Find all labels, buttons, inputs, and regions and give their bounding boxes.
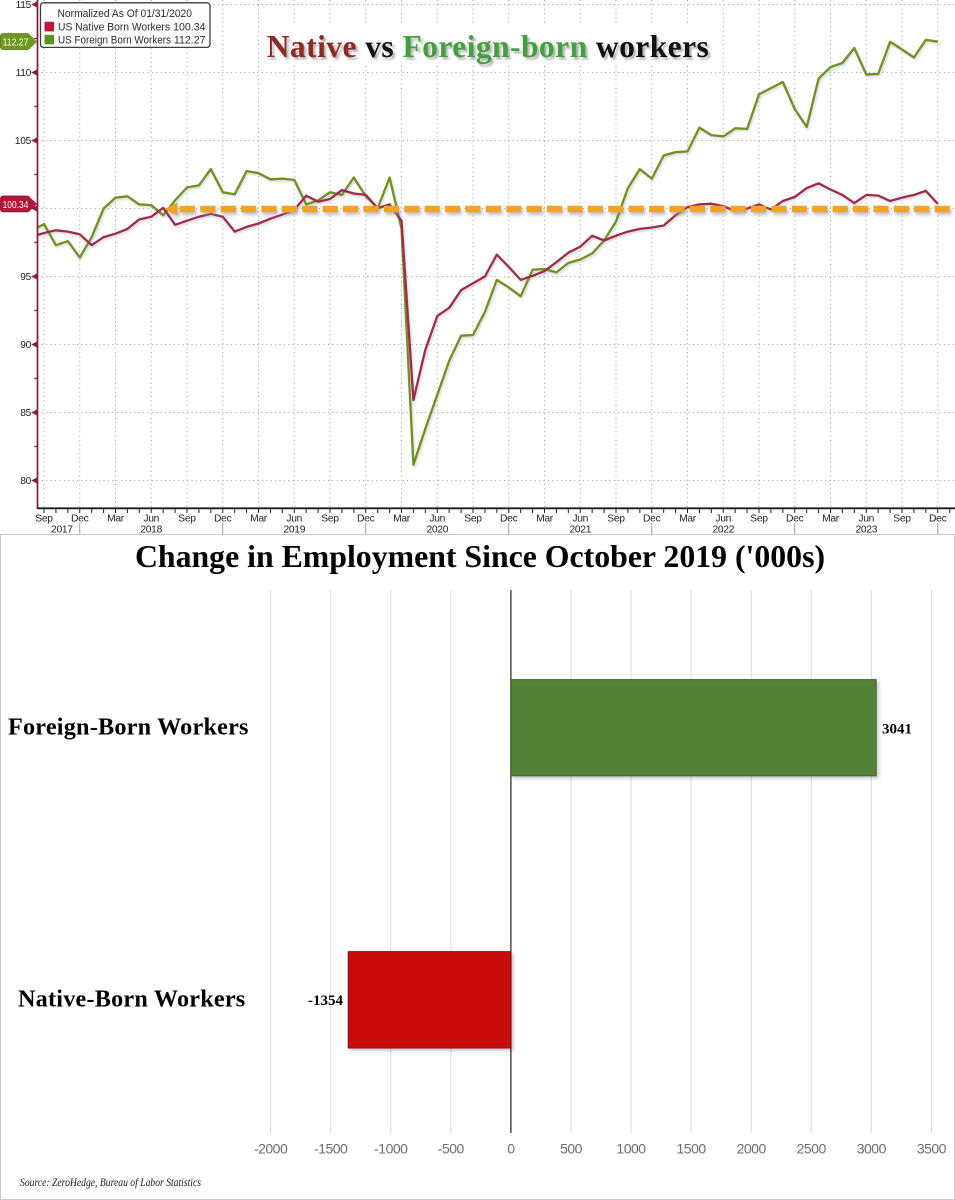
svg-text:1000: 1000	[616, 1141, 646, 1157]
svg-text:Jun: Jun	[143, 514, 159, 525]
svg-text:Jun: Jun	[572, 514, 588, 525]
svg-text:Sep: Sep	[321, 514, 339, 525]
svg-text:115: 115	[16, 0, 32, 11]
svg-text:Normalized As Of 01/31/2020: Normalized As Of 01/31/2020	[58, 8, 193, 20]
svg-text:Foreign-Born Workers: Foreign-Born Workers	[8, 714, 249, 741]
svg-text:Mar: Mar	[393, 514, 411, 525]
svg-text:2020: 2020	[426, 525, 448, 536]
svg-text:85: 85	[20, 408, 31, 419]
svg-text:Mar: Mar	[822, 514, 840, 525]
svg-text:Jun: Jun	[858, 514, 874, 525]
svg-text:3000: 3000	[857, 1141, 887, 1157]
svg-text:Dec: Dec	[786, 514, 804, 525]
svg-text:Sep: Sep	[893, 514, 911, 525]
svg-text:Jun: Jun	[715, 514, 731, 525]
svg-text:-1500: -1500	[314, 1141, 348, 1157]
svg-text:Native vs Foreign-born workers: Native vs Foreign-born workers	[269, 31, 712, 66]
svg-text:Mar: Mar	[107, 514, 125, 525]
svg-text:2500: 2500	[797, 1141, 827, 1157]
svg-text:Mar: Mar	[250, 514, 268, 525]
svg-text:Change in Employment Since Oct: Change in Employment Since October 2019 …	[135, 539, 825, 574]
svg-text:80: 80	[20, 476, 31, 487]
svg-text:Sep: Sep	[607, 514, 625, 525]
svg-text:112.27: 112.27	[3, 37, 29, 48]
svg-text:Dec: Dec	[357, 514, 375, 525]
svg-text:Sep: Sep	[464, 514, 482, 525]
svg-text:2023: 2023	[855, 525, 877, 536]
svg-text:Sep: Sep	[750, 514, 768, 525]
svg-text:100.34: 100.34	[173, 21, 206, 33]
svg-text:Native-Born Workers: Native-Born Workers	[18, 986, 245, 1013]
svg-text:100.34: 100.34	[3, 200, 29, 211]
svg-text:Native vs Foreign-born workers: Native vs Foreign-born workers	[267, 29, 710, 64]
svg-text:110: 110	[16, 68, 32, 79]
svg-text:US Foreign Born Workers: US Foreign Born Workers	[58, 34, 171, 46]
svg-text:3500: 3500	[917, 1141, 947, 1157]
svg-text:Dec: Dec	[643, 514, 661, 525]
svg-text:Source: ZeroHedge, Bureau of L: Source: ZeroHedge, Bureau of Labor Stati…	[20, 1175, 201, 1189]
svg-text:Mar: Mar	[679, 514, 697, 525]
svg-text:-2000: -2000	[254, 1141, 288, 1157]
svg-text:500: 500	[560, 1141, 583, 1157]
svg-text:-1354: -1354	[308, 993, 343, 1009]
svg-text:Sep: Sep	[35, 514, 53, 525]
svg-text:2018: 2018	[140, 525, 162, 536]
svg-text:2000: 2000	[737, 1141, 767, 1157]
svg-text:2017: 2017	[51, 525, 73, 536]
svg-text:2019: 2019	[283, 525, 305, 536]
svg-text:1500: 1500	[677, 1141, 707, 1157]
svg-text:0: 0	[507, 1141, 515, 1157]
svg-text:Sep: Sep	[178, 514, 196, 525]
svg-text:Dec: Dec	[214, 514, 232, 525]
svg-text:112.27: 112.27	[174, 34, 206, 46]
svg-text:Jun: Jun	[429, 514, 445, 525]
svg-text:Dec: Dec	[500, 514, 518, 525]
svg-text:Dec: Dec	[929, 514, 947, 525]
svg-text:Dec: Dec	[71, 514, 89, 525]
svg-text:95: 95	[20, 272, 31, 283]
svg-text:-1000: -1000	[374, 1141, 408, 1157]
svg-text:-500: -500	[438, 1141, 465, 1157]
svg-text:Jun: Jun	[286, 514, 302, 525]
svg-text:105: 105	[15, 136, 32, 147]
svg-text:2021: 2021	[569, 525, 591, 536]
svg-text:2022: 2022	[712, 525, 734, 536]
svg-text:3041: 3041	[882, 722, 912, 738]
svg-text:Mar: Mar	[536, 514, 554, 525]
svg-text:90: 90	[20, 340, 31, 351]
svg-text:US Native Born Workers: US Native Born Workers	[58, 21, 170, 33]
